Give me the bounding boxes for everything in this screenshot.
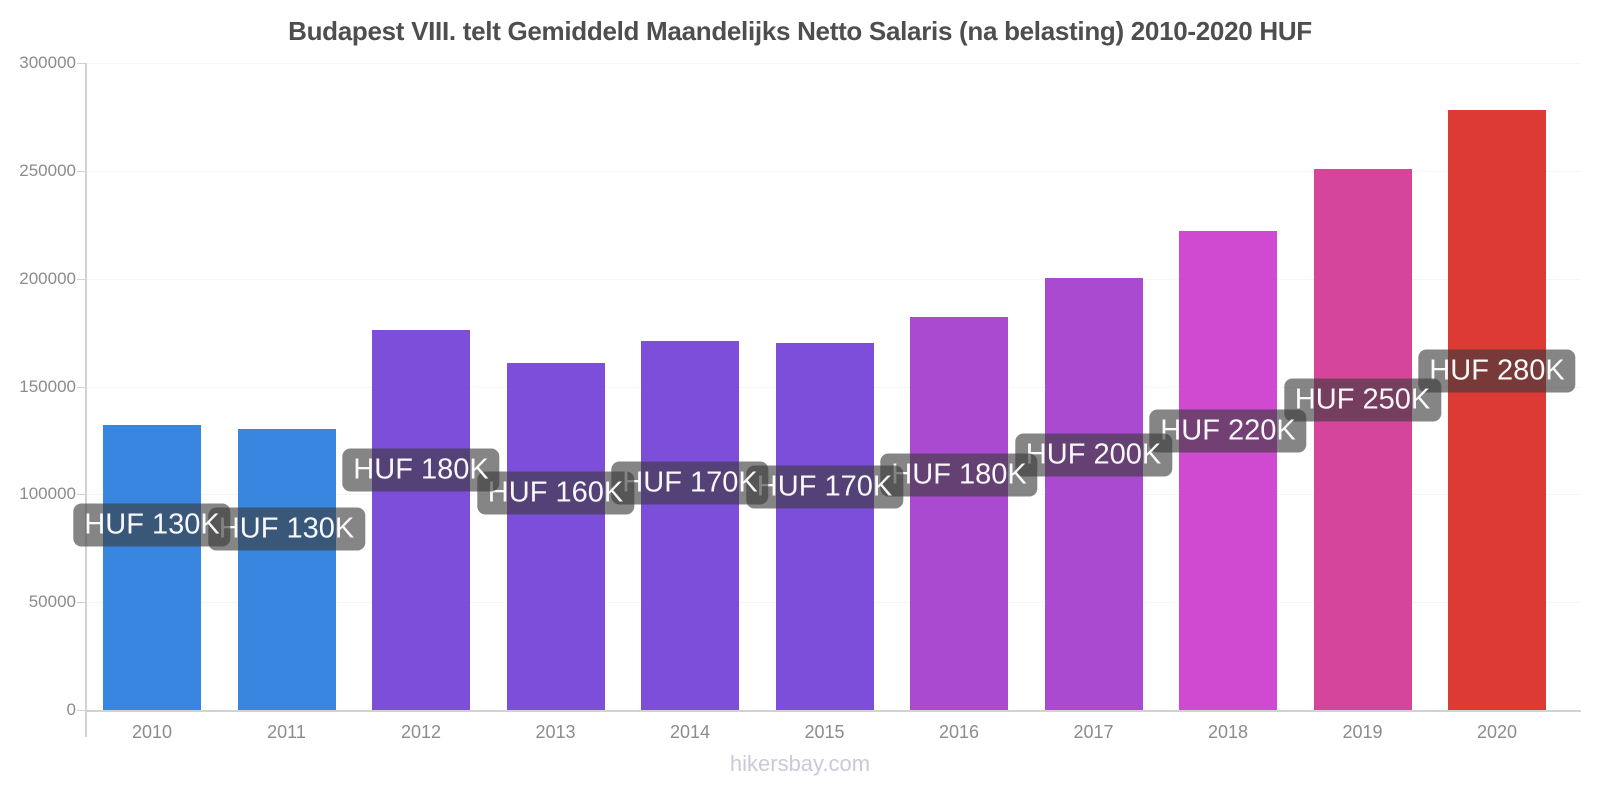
chart-title: Budapest VIII. telt Gemiddeld Maandelijk… xyxy=(288,16,1312,46)
y-tick-mark xyxy=(76,602,86,604)
bar-2019[interactable] xyxy=(1313,168,1412,710)
bar-value-label-2010: HUF 130K xyxy=(73,503,231,547)
y-tick-label: 300000 xyxy=(19,53,76,72)
y-axis-line xyxy=(84,63,87,737)
x-tick-label-2012: 2012 xyxy=(400,722,442,742)
bar-value-label-2016: HUF 180K xyxy=(880,453,1038,497)
x-tick-label-2011: 2011 xyxy=(267,722,306,742)
bar-value-label-2012: HUF 180K xyxy=(342,448,500,492)
bar-value-label-2020: HUF 280K xyxy=(1418,349,1576,393)
bar-2015[interactable] xyxy=(775,343,874,710)
x-tick-label-2013: 2013 xyxy=(535,722,576,742)
gridline-250000 xyxy=(84,170,1581,172)
bar-value-label-2017: HUF 200K xyxy=(1014,433,1173,477)
bar-2012[interactable] xyxy=(372,330,470,710)
bar-2010[interactable] xyxy=(103,425,201,710)
y-tick-label: 100000 xyxy=(19,484,76,504)
watermark-hikersbay: hikersbay.com xyxy=(729,751,871,776)
y-tick-mark xyxy=(76,170,86,172)
bar-value-label-2019: HUF 250K xyxy=(1283,378,1442,422)
x-tick-label-2019: 2019 xyxy=(1342,722,1383,742)
y-tick-label: 50000 xyxy=(28,592,76,612)
x-tick-label-2018: 2018 xyxy=(1207,722,1249,742)
bar-value-label-2014: HUF 170K xyxy=(611,461,769,505)
bar-2014[interactable] xyxy=(641,341,739,710)
x-tick-label-2015: 2015 xyxy=(804,722,845,742)
x-tick-label-2016: 2016 xyxy=(938,722,980,742)
y-tick-mark xyxy=(76,494,86,496)
y-tick-label: 150000 xyxy=(19,376,76,396)
bar-2020[interactable] xyxy=(1448,110,1546,710)
y-tick-mark xyxy=(76,710,86,711)
y-tick-label: 200000 xyxy=(19,268,76,288)
x-tick-label-2014: 2014 xyxy=(669,722,711,742)
bar-value-label-2015: HUF 170K xyxy=(745,465,904,509)
bar-value-label-2011: HUF 130K xyxy=(207,507,366,551)
y-tick-label: 0 xyxy=(66,700,76,719)
bar-value-label-2013: HUF 160K xyxy=(476,471,635,515)
bar-2016[interactable] xyxy=(910,317,1008,710)
gridline-200000 xyxy=(84,278,1581,280)
y-tick-mark xyxy=(76,386,86,388)
bar-2018[interactable] xyxy=(1179,231,1277,710)
y-tick-mark xyxy=(76,278,86,280)
y-tick-label: 250000 xyxy=(19,160,76,180)
bar-2013[interactable] xyxy=(506,362,605,710)
bar-2011[interactable] xyxy=(237,428,336,710)
bar-2017[interactable] xyxy=(1044,277,1143,710)
x-tick-label-2017: 2017 xyxy=(1073,722,1114,742)
bar-value-label-2018: HUF 220K xyxy=(1149,409,1307,453)
x-axis-line xyxy=(84,710,1581,712)
x-tick-label-2020: 2020 xyxy=(1476,722,1518,742)
x-tick-label-2010: 2010 xyxy=(131,722,173,742)
gridline-300000 xyxy=(84,63,1581,64)
y-tick-mark xyxy=(76,63,86,64)
